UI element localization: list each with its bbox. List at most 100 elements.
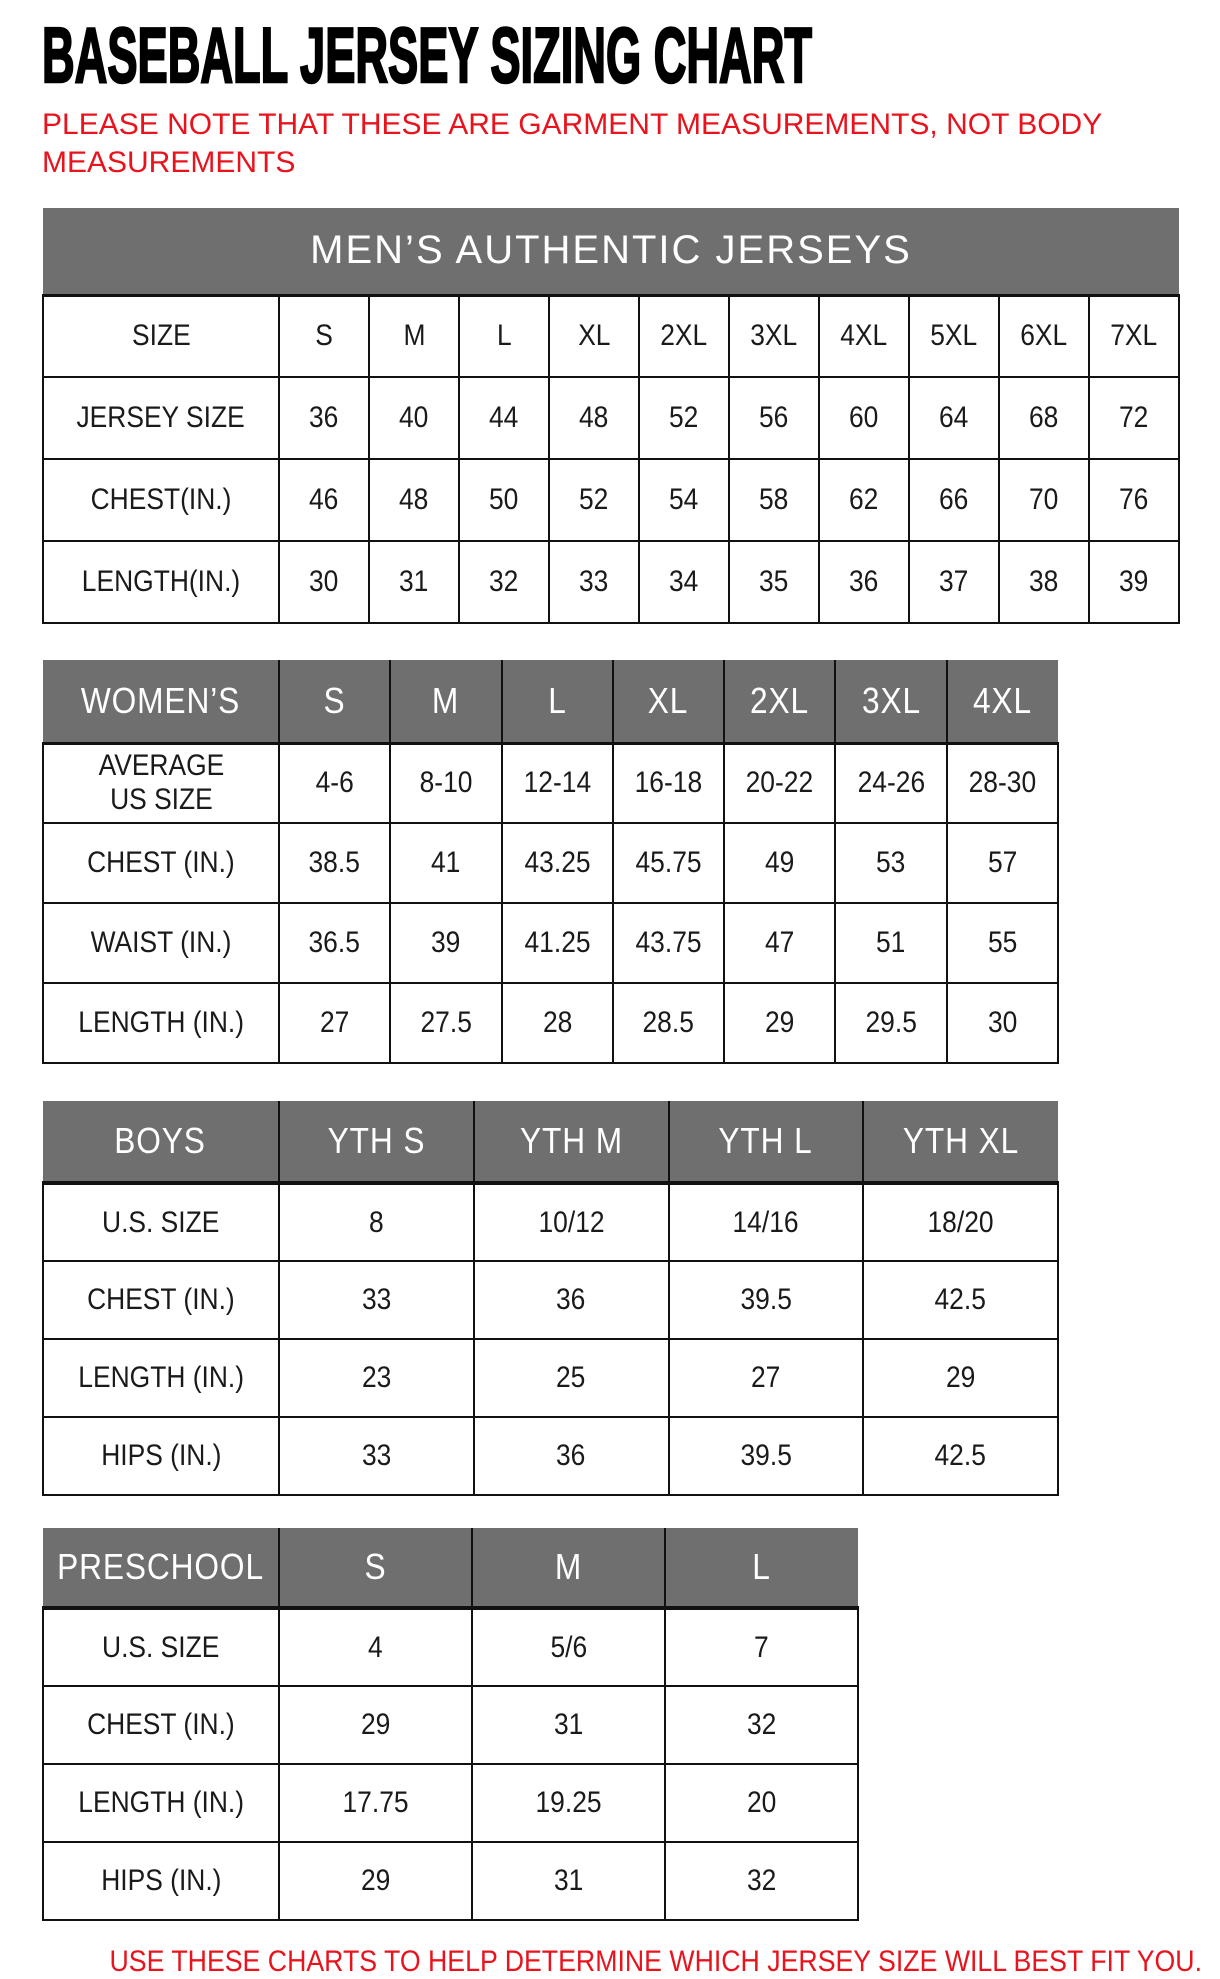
cell-value-text: 8-10 [419, 766, 473, 800]
cell-value: 48 [548, 376, 640, 460]
cell-value-text: 57 [987, 846, 1018, 879]
row-label: HIPS (IN.) [42, 1841, 280, 1921]
cell-value: 43.25 [500, 822, 614, 904]
footer: USE THESE CHARTS TO HELP DETERMINE WHICH… [42, 1945, 1202, 1979]
cell-value: 30 [945, 982, 1060, 1064]
cell-value: 34 [638, 540, 730, 624]
cell-value-text: 39.5 [740, 1283, 792, 1316]
header-size: L [664, 1528, 858, 1610]
cell-value: 4-6 [277, 742, 392, 824]
cell-value: 30 [278, 540, 370, 624]
cell-value: 27 [277, 982, 392, 1064]
table-row: LENGTH (IN.) 27 27.5 28 28.5 29 29.5 30 [42, 982, 1060, 1064]
cell-value-text: 31 [553, 1708, 584, 1741]
row-label-text: LENGTH(IN.) [81, 565, 241, 598]
header-label: BOYS [43, 1101, 280, 1185]
cell-value: 19.25 [471, 1763, 666, 1843]
cell-value-text: 48 [579, 401, 609, 434]
row-label-text: WAIST (IN.) [90, 926, 232, 959]
cell-value: 5XL [908, 294, 1000, 378]
header-size-text: S [364, 1546, 387, 1587]
cell-value-text: 10/12 [538, 1205, 605, 1239]
cell-value-text: 25 [556, 1361, 586, 1394]
cell-value: 38.5 [277, 822, 392, 904]
cell-value: 31 [471, 1841, 666, 1921]
womens-header-row: WOMEN’S S M L XL 2XL 3XL 4XL [43, 660, 1058, 745]
row-label: CHEST (IN.) [42, 1685, 280, 1765]
cell-value: 76 [1088, 458, 1180, 542]
cell-value: 20-22 [723, 742, 837, 824]
cell-value: 33 [548, 540, 640, 624]
cell-value-text: 36 [849, 565, 879, 598]
cell-value-text: 8 [369, 1205, 384, 1239]
header-label: PRESCHOOL [43, 1528, 280, 1610]
cell-value-text: 33 [361, 1439, 392, 1472]
header-label: WOMEN’S [43, 660, 280, 745]
cell-value-text: 4-6 [315, 766, 354, 800]
mens-banner-row: MEN’S AUTHENTIC JERSEYS [43, 208, 1179, 297]
cell-value: 32 [664, 1685, 859, 1765]
cell-value: 31 [368, 540, 460, 624]
boys-header-row: BOYS YTH S YTH M YTH L YTH XL [43, 1101, 1058, 1185]
cell-value-text: 29.5 [865, 1006, 917, 1039]
cell-value-text: M [403, 319, 425, 353]
cell-value: S [278, 294, 370, 378]
row-label-text: SIZE [131, 319, 191, 353]
preschool-header-row: PRESCHOOL S M L [43, 1528, 858, 1610]
row-label: HIPS (IN.) [42, 1416, 280, 1496]
header-size: S [277, 660, 392, 745]
header-size-text: 2XL [750, 679, 810, 721]
cell-value: 39.5 [667, 1260, 865, 1340]
cell-value: 53 [834, 822, 948, 904]
cell-value-text: 72 [1119, 401, 1149, 434]
table-row: LENGTH (IN.) 17.75 19.25 20 [42, 1763, 859, 1843]
cell-value-text: 33 [579, 565, 609, 598]
header-size: M [471, 1528, 666, 1610]
table-row: CHEST (IN.) 38.5 41 43.25 45.75 49 53 57 [42, 822, 1060, 904]
cell-value-text: 38 [1029, 565, 1059, 598]
cell-value-text: 36 [556, 1283, 586, 1316]
cell-value-text: 68 [1029, 401, 1059, 434]
cell-value-text: 5XL [930, 319, 978, 353]
header-size: L [500, 660, 614, 745]
cell-value-text: 47 [765, 926, 795, 959]
cell-value: 7 [664, 1607, 859, 1687]
cell-value-text: 44 [489, 401, 519, 434]
cell-value: 45.75 [611, 822, 726, 904]
header-size: YTH XL [862, 1101, 1058, 1185]
cell-value: 20 [664, 1763, 859, 1843]
cell-value: 4 [278, 1607, 473, 1687]
cell-value-text: 4 [368, 1630, 383, 1664]
row-label-text: CHEST (IN.) [87, 1283, 235, 1316]
cell-value: 36 [472, 1416, 670, 1496]
cell-value: M [368, 294, 460, 378]
table-row: LENGTH (IN.) 23 25 27 29 [42, 1338, 1059, 1418]
cell-value: 14/16 [667, 1182, 865, 1262]
cell-value: 36 [278, 376, 370, 460]
cell-value: 16-18 [611, 742, 726, 824]
cell-value-text: 40 [399, 401, 429, 434]
cell-value-text: 7 [754, 1630, 769, 1664]
cell-value-text: 32 [746, 1708, 777, 1741]
cell-value: 33 [278, 1260, 475, 1340]
cell-value: 58 [728, 458, 820, 542]
row-label: SIZE [42, 294, 280, 378]
header-size-text: L [752, 1546, 772, 1587]
row-label-text: LENGTH (IN.) [78, 1006, 244, 1039]
table-row: CHEST (IN.) 29 31 32 [42, 1685, 859, 1765]
cell-value-text: L [496, 319, 512, 353]
row-label-text: JERSEY SIZE [76, 401, 246, 434]
cell-value: 48 [368, 458, 460, 542]
cell-value-text: 27.5 [420, 1006, 472, 1039]
row-label: U.S. SIZE [42, 1182, 280, 1262]
cell-value: 41 [389, 822, 503, 904]
header-size: YTH M [472, 1101, 670, 1185]
row-label: LENGTH (IN.) [42, 1763, 280, 1843]
header-size-text: YTH S [327, 1120, 426, 1161]
cell-value: 3XL [728, 294, 820, 378]
cell-value-text: 14/16 [732, 1205, 799, 1239]
cell-value: 12-14 [500, 742, 614, 824]
cell-value-text: 39 [1119, 565, 1149, 598]
cell-value: 25 [472, 1338, 670, 1418]
cell-value-text: S [315, 319, 333, 353]
